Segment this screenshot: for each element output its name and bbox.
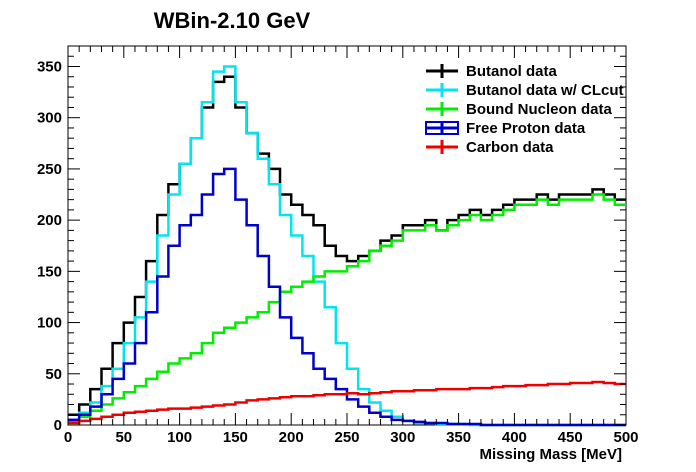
y-tick-label: 100	[37, 315, 62, 332]
y-tick-label: 150	[37, 263, 62, 280]
x-tick-label: 100	[167, 429, 192, 446]
legend-entry-4: Carbon data	[426, 139, 554, 156]
legend-entry-0: Butanol data	[426, 63, 557, 80]
y-tick-label: 50	[45, 366, 62, 383]
legend-label: Butanol data w/ CLcut	[466, 82, 624, 99]
x-tick-label: 300	[390, 429, 415, 446]
y-tick-label: 250	[37, 161, 62, 178]
legend-entry-3: Free Proton data	[425, 120, 586, 137]
y-tick-label: 0	[54, 417, 62, 434]
x-tick-label: 500	[613, 429, 638, 446]
x-tick-label: 150	[223, 429, 248, 446]
legend-label: Carbon data	[466, 139, 554, 156]
legend: Butanol data Butanol data w/ CLcut Bound N…	[425, 63, 624, 156]
y-tick-label: 200	[37, 212, 62, 229]
x-tick-label: 400	[502, 429, 527, 446]
y-tick-label: 300	[37, 110, 62, 127]
legend-label: Free Proton data	[466, 120, 586, 137]
legend-label: Butanol data	[466, 63, 557, 80]
x-tick-label: 250	[334, 429, 359, 446]
legend-entry-1: Butanol data w/ CLcut	[426, 82, 624, 99]
legend-label: Bound Nucleon data	[466, 101, 612, 118]
series-line-2	[68, 193, 626, 424]
y-tick-label: 350	[37, 58, 62, 75]
series-line-4	[68, 380, 626, 425]
series-line-0	[68, 75, 626, 417]
axes-layer: 0 50 100 150 200 250 300 350 400 450 500 0 50 100 150 2…	[37, 45, 639, 446]
x-tick-label: 200	[279, 429, 304, 446]
x-tick-label: 350	[446, 429, 471, 446]
chart-title: WBin-2.10 GeV	[154, 8, 311, 33]
x-tick-label: 450	[558, 429, 583, 446]
legend-entry-2: Bound Nucleon data	[426, 101, 612, 118]
x-tick-label: 50	[115, 429, 132, 446]
x-axis-label: Missing Mass [MeV]	[479, 446, 622, 463]
x-tick-label: 0	[64, 429, 72, 446]
